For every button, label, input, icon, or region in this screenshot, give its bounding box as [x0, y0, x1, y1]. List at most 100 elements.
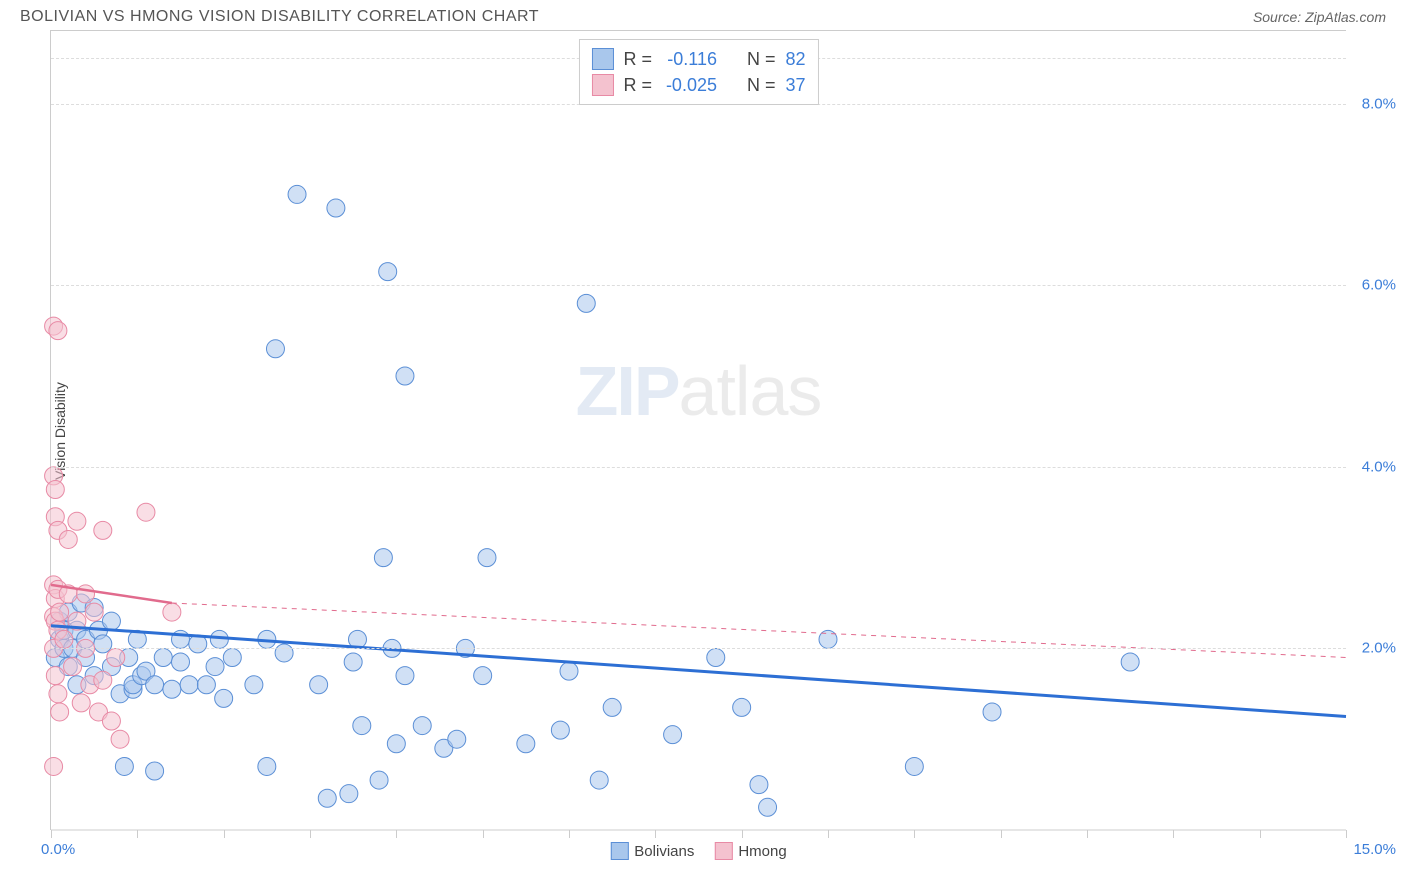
scatter-point	[340, 785, 358, 803]
scatter-point	[51, 603, 69, 621]
scatter-point	[59, 530, 77, 548]
r-value-1: -0.116	[662, 49, 717, 70]
chart-source: Source: ZipAtlas.com	[1253, 9, 1386, 25]
scatter-point	[197, 676, 215, 694]
legend-item-hmong: Hmong	[714, 842, 786, 860]
x-tick-label: 15.0%	[1353, 841, 1396, 858]
scatter-point	[68, 512, 86, 530]
scatter-point	[603, 698, 621, 716]
grid-line	[51, 648, 1346, 649]
scatter-point	[344, 653, 362, 671]
x-tick	[1087, 830, 1088, 838]
scatter-point	[49, 322, 67, 340]
scatter-point	[163, 680, 181, 698]
scatter-point	[379, 263, 397, 281]
scatter-point	[318, 789, 336, 807]
scatter-point	[1121, 653, 1139, 671]
scatter-point	[905, 757, 923, 775]
x-tick	[1173, 830, 1174, 838]
scatter-point	[275, 644, 293, 662]
r-label-1: R =	[623, 49, 652, 70]
scatter-point	[94, 635, 112, 653]
scatter-point	[288, 185, 306, 203]
scatter-point	[664, 726, 682, 744]
n-label-2: N =	[747, 75, 776, 96]
x-tick	[51, 830, 52, 838]
x-tick	[1001, 830, 1002, 838]
x-tick	[742, 830, 743, 838]
scatter-point	[983, 703, 1001, 721]
scatter-point	[111, 730, 129, 748]
y-tick-label: 6.0%	[1362, 277, 1396, 294]
scatter-point	[137, 503, 155, 521]
x-tick-label: 0.0%	[41, 841, 75, 858]
scatter-point	[206, 658, 224, 676]
correlation-row-1: R = -0.116 N = 82	[591, 46, 805, 72]
scatter-point	[154, 648, 172, 666]
chart-title: BOLIVIAN VS HMONG VISION DISABILITY CORR…	[20, 8, 539, 26]
legend-item-bolivians: Bolivians	[610, 842, 694, 860]
x-tick	[569, 830, 570, 838]
scatter-point	[102, 612, 120, 630]
legend-swatch-hmong	[714, 842, 732, 860]
scatter-point	[245, 676, 263, 694]
scatter-point	[396, 667, 414, 685]
x-tick	[483, 830, 484, 838]
y-tick-label: 2.0%	[1362, 640, 1396, 657]
scatter-point	[102, 712, 120, 730]
scatter-point	[180, 676, 198, 694]
scatter-point	[750, 776, 768, 794]
x-tick	[828, 830, 829, 838]
swatch-bolivians	[591, 48, 613, 70]
scatter-point	[64, 658, 82, 676]
scatter-point	[353, 717, 371, 735]
scatter-point	[478, 549, 496, 567]
x-tick	[396, 830, 397, 838]
scatter-point	[45, 757, 63, 775]
scatter-point	[387, 735, 405, 753]
scatter-point	[327, 199, 345, 217]
scatter-point	[448, 730, 466, 748]
scatter-point	[46, 481, 64, 499]
regression-line	[51, 626, 1346, 717]
scatter-point	[77, 585, 95, 603]
scatter-point	[94, 521, 112, 539]
series-legend: Bolivians Hmong	[610, 842, 786, 860]
scatter-point	[46, 667, 64, 685]
scatter-point	[517, 735, 535, 753]
chart-header: BOLIVIAN VS HMONG VISION DISABILITY CORR…	[0, 0, 1406, 30]
scatter-point	[258, 757, 276, 775]
scatter-point	[370, 771, 388, 789]
plot-svg	[51, 31, 1346, 830]
scatter-point	[72, 694, 90, 712]
scatter-point	[759, 798, 777, 816]
scatter-point	[85, 603, 103, 621]
scatter-point	[215, 689, 233, 707]
correlation-legend: R = -0.116 N = 82 R = -0.025 N = 37	[578, 39, 818, 105]
y-tick-label: 8.0%	[1362, 95, 1396, 112]
x-tick	[914, 830, 915, 838]
scatter-point	[223, 648, 241, 666]
n-value-1: 82	[786, 49, 806, 70]
grid-line	[51, 467, 1346, 468]
legend-label-hmong: Hmong	[738, 843, 786, 860]
scatter-point	[310, 676, 328, 694]
legend-swatch-bolivians	[610, 842, 628, 860]
swatch-hmong	[591, 74, 613, 96]
scatter-point	[474, 667, 492, 685]
scatter-point	[266, 340, 284, 358]
scatter-point	[733, 698, 751, 716]
scatter-point	[51, 703, 69, 721]
scatter-point	[413, 717, 431, 735]
x-tick	[137, 830, 138, 838]
scatter-point	[55, 630, 73, 648]
r-label-2: R =	[623, 75, 652, 96]
scatter-point	[115, 757, 133, 775]
legend-label-bolivians: Bolivians	[634, 843, 694, 860]
x-tick	[1260, 830, 1261, 838]
x-tick	[655, 830, 656, 838]
r-value-2: -0.025	[662, 75, 717, 96]
scatter-point	[146, 676, 164, 694]
scatter-point	[551, 721, 569, 739]
scatter-point	[172, 653, 190, 671]
